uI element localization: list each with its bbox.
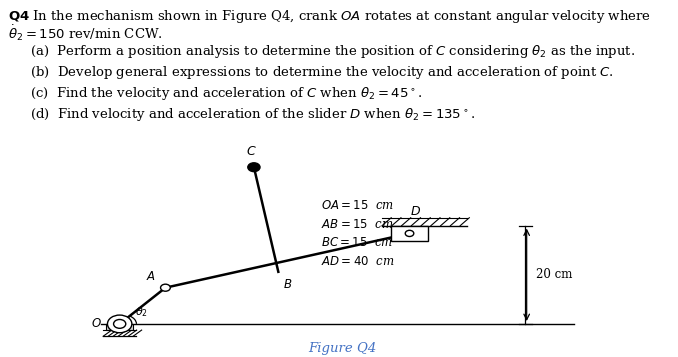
Bar xyxy=(391,226,428,241)
Text: $O$: $O$ xyxy=(91,317,102,330)
Circle shape xyxy=(161,284,170,291)
Text: $D$: $D$ xyxy=(410,205,421,218)
Text: $AD = 40$  cm: $AD = 40$ cm xyxy=(321,255,395,268)
Text: (c)  Find the velocity and acceleration of $C$ when $\theta_2 = 45^\circ$.: (c) Find the velocity and acceleration o… xyxy=(30,85,422,102)
Circle shape xyxy=(248,163,260,172)
Circle shape xyxy=(107,315,132,333)
Text: (a)  Perform a position analysis to determine the position of $C$ considering $\: (a) Perform a position analysis to deter… xyxy=(30,43,635,60)
Text: $BC = 15$  cm: $BC = 15$ cm xyxy=(321,236,393,249)
Text: $\theta_2$: $\theta_2$ xyxy=(135,306,148,320)
Text: $A$: $A$ xyxy=(146,270,156,283)
Text: $B$: $B$ xyxy=(283,278,292,291)
Circle shape xyxy=(405,230,414,236)
Text: Figure Q4: Figure Q4 xyxy=(308,342,376,355)
Bar xyxy=(106,324,133,330)
Text: $AB = 15$  cm: $AB = 15$ cm xyxy=(321,217,393,231)
Text: 20 cm: 20 cm xyxy=(536,268,573,281)
Text: (b)  Develop general expressions to determine the velocity and acceleration of p: (b) Develop general expressions to deter… xyxy=(30,64,614,81)
Text: (d)  Find velocity and acceleration of the slider $D$ when $\theta_2 = 135^\circ: (d) Find velocity and acceleration of th… xyxy=(30,106,475,123)
Text: $\dot{\theta}_2 = 150$ rev/min CCW.: $\dot{\theta}_2 = 150$ rev/min CCW. xyxy=(8,23,163,43)
Text: $OA = 15$  cm: $OA = 15$ cm xyxy=(321,199,394,212)
Text: $\mathbf{Q4}$ In the mechanism shown in Figure Q4, crank $OA$ rotates at constan: $\mathbf{Q4}$ In the mechanism shown in … xyxy=(8,8,651,25)
Text: $C$: $C$ xyxy=(245,145,256,159)
